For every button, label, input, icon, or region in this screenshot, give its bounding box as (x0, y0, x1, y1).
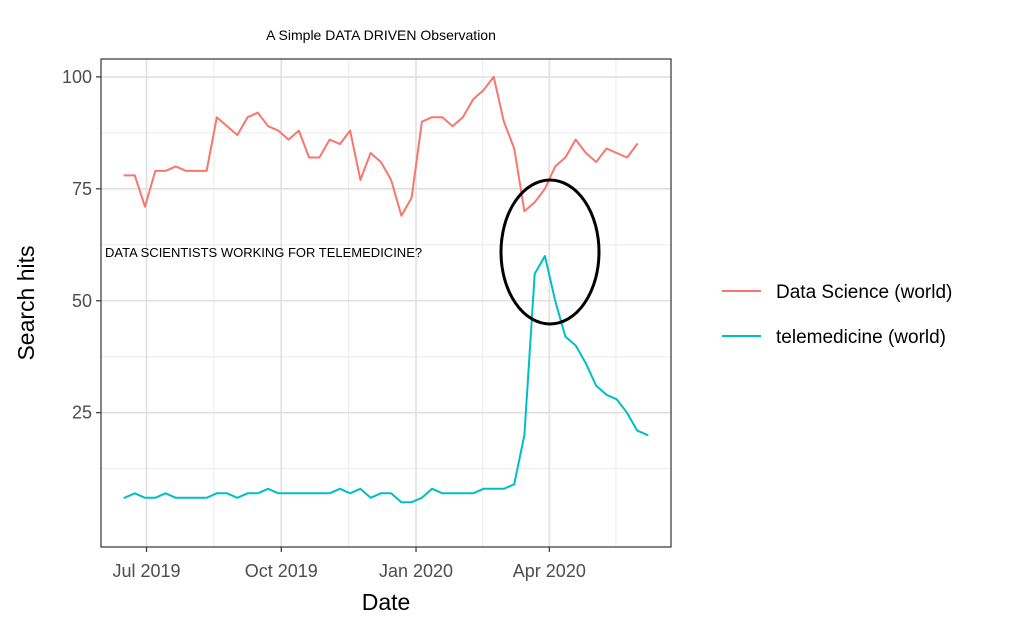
series-line-data-science (123, 75, 639, 217)
legend: Data Science (world) telemedicine (world… (722, 282, 952, 348)
legend-label-telemedicine: telemedicine (world) (776, 327, 946, 348)
series-line-telemedicine (123, 255, 649, 504)
x-tick-label: Jul 2019 (112, 561, 180, 581)
series-lines (123, 75, 649, 504)
major-gridlines (101, 59, 671, 547)
y-tick-label: 100 (62, 67, 92, 87)
minor-gridlines (101, 59, 671, 547)
y-axis-ticks: 25 50 75 100 (62, 67, 101, 423)
x-axis-ticks: Jul 2019 Oct 2019 Jan 2020 Apr 2020 (112, 547, 586, 581)
x-axis-title: Date (362, 589, 411, 615)
annotation-text: DATA SCIENTISTS WORKING FOR TELEMEDICINE… (105, 245, 422, 260)
y-tick-label: 50 (72, 291, 92, 311)
x-tick-label: Apr 2020 (513, 561, 586, 581)
legend-label-data-science: Data Science (world) (776, 282, 952, 303)
y-tick-label: 75 (72, 179, 92, 199)
y-axis-title: Search hits (13, 245, 39, 360)
chart-title: A Simple DATA DRIVEN Observation (266, 27, 496, 43)
y-tick-label: 25 (72, 403, 92, 423)
annotation-ellipse (499, 178, 601, 326)
plot-panel-border (100, 58, 672, 548)
x-tick-label: Oct 2019 (245, 561, 318, 581)
x-tick-label: Jan 2020 (379, 561, 453, 581)
